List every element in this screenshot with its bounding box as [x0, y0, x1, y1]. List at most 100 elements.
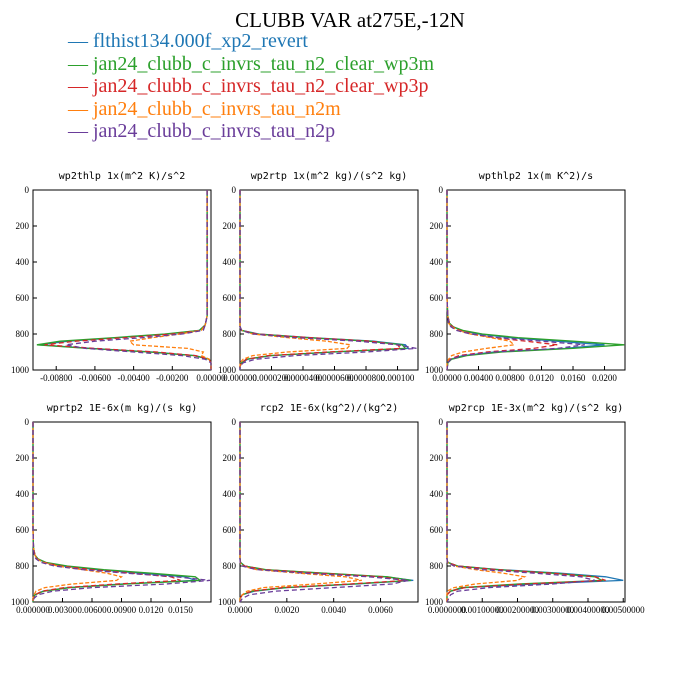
series-line-5	[239, 190, 417, 370]
x-tick-label: 0.00300000	[531, 605, 574, 615]
y-tick-label: 200	[430, 221, 444, 231]
y-tick-label: 400	[430, 489, 444, 499]
series-line-1	[38, 190, 212, 370]
series-line-5	[446, 422, 596, 603]
series-line-3	[239, 422, 407, 602]
x-tick-label: 0.0060	[368, 605, 393, 615]
x-tick-label: 0.000000	[16, 605, 50, 615]
y-tick-label: 600	[16, 525, 30, 535]
y-tick-label: 1000	[11, 365, 30, 375]
y-tick-label: 800	[430, 329, 444, 339]
series-line-3	[44, 190, 212, 370]
panel-frame	[32, 189, 212, 371]
y-tick-label: 0	[439, 185, 444, 195]
y-tick-label: 1000	[218, 597, 237, 607]
x-tick-label: -0.00800	[40, 373, 73, 383]
panel-title-6: wp2rcp 1E-3x(m^2 kg)/(s^2 kg)	[449, 403, 624, 414]
x-tick-label: 0.0000200	[252, 373, 291, 383]
legend: — flthist134.000f_xp2_revert — jan24_clu…	[68, 30, 434, 143]
y-tick-label: 600	[430, 293, 444, 303]
y-tick-label: 0	[232, 185, 237, 195]
x-tick-label: 0.00400	[464, 373, 494, 383]
x-tick-label: 0.0000600	[315, 373, 354, 383]
legend-line-5: —	[68, 120, 93, 142]
legend-line-3: —	[68, 75, 93, 97]
panel-6: wp2rcp 1E-3x(m^2 kg)/(s^2 kg) 0 200 400 600 8…	[425, 403, 645, 615]
legend-entry-5: — jan24_clubb_c_invrs_tau_n2p	[68, 120, 434, 143]
x-tick-label: 0.0000800	[347, 373, 386, 383]
series-line-4	[32, 422, 124, 602]
y-tick-label: 600	[16, 293, 30, 303]
x-tick-label: 0.000000	[223, 373, 257, 383]
y-tick-label: 600	[430, 525, 444, 535]
series-line-5	[65, 190, 212, 370]
series-line-3	[239, 190, 403, 370]
y-tick-label: 0	[439, 417, 444, 427]
legend-label-1: flthist134.000f_xp2_revert	[93, 30, 308, 52]
series-line-5	[239, 422, 409, 603]
panel-title-1: wp2thlp 1x(m^2 K)/s^2	[59, 171, 185, 182]
y-tick-label: 1000	[425, 597, 444, 607]
panel-2: wp2rtp 1x(m^2 kg)/(s^2 kg) 0 200 400 600 800 1…	[218, 171, 419, 383]
y-tick-label: 1000	[11, 597, 30, 607]
series-line-4	[446, 422, 527, 602]
x-tick-label: 0.0000000	[428, 605, 467, 615]
x-tick-label: 0.0020	[274, 605, 299, 615]
panel-title-4: wprtp2 1E-6x(m kg)/(s kg)	[47, 403, 198, 414]
y-tick-label: 200	[430, 453, 444, 463]
x-tick-label: 0.0040	[321, 605, 346, 615]
x-tick-label: 0.00500000	[602, 605, 645, 615]
legend-label-4: jan24_clubb_c_invrs_tau_n2m	[93, 97, 341, 120]
y-tick-label: 400	[223, 489, 237, 499]
x-tick-label: 0.0000	[228, 605, 253, 615]
panel-5: rcp2 1E-6x(kg^2)/(kg^2) 0 200 400 600 800 1000…	[218, 403, 419, 615]
series-line-4	[128, 190, 212, 370]
legend-entry-4: — jan24_clubb_c_invrs_tau_n2m	[68, 98, 434, 121]
y-tick-label: 800	[223, 329, 237, 339]
y-tick-label: 400	[16, 489, 30, 499]
series-line-1	[446, 422, 624, 602]
panel-title-5: rcp2 1E-6x(kg^2)/(kg^2)	[260, 403, 398, 414]
y-tick-label: 400	[223, 257, 237, 267]
y-tick-label: 0	[232, 417, 237, 427]
x-tick-label: 0.00300	[48, 605, 78, 615]
y-tick-label: 0	[25, 185, 30, 195]
x-tick-label: 0.00600	[77, 605, 107, 615]
legend-line-4: —	[68, 97, 93, 120]
x-tick-label: 0.00200000	[496, 605, 539, 615]
x-tick-label: 0.00000	[432, 373, 462, 383]
legend-entry-2: — jan24_clubb_c_invrs_tau_n2_clear_wp3m	[68, 53, 434, 76]
x-tick-label: 0.0000400	[284, 373, 323, 383]
y-tick-label: 400	[430, 257, 444, 267]
x-tick-label: 0.00100000	[461, 605, 504, 615]
x-tick-label: -0.00600	[79, 373, 112, 383]
panel-frame	[32, 421, 212, 603]
y-tick-label: 1000	[218, 365, 237, 375]
panel-3: wpthlp2 1x(m K^2)/s020040060080010000.00…	[425, 171, 626, 383]
x-tick-label: 0.0120	[529, 373, 554, 383]
legend-entry-3: — jan24_clubb_c_invrs_tau_n2_clear_wp3p	[68, 75, 434, 98]
series-line-4	[239, 190, 352, 370]
legend-entry-1: — flthist134.000f_xp2_revert	[68, 30, 434, 53]
x-tick-label: -0.00200	[156, 373, 189, 383]
legend-label-5: jan24_clubb_c_invrs_tau_n2p	[93, 120, 336, 142]
legend-line-2: —	[68, 52, 93, 75]
series-line-5	[446, 190, 585, 371]
y-tick-label: 200	[16, 221, 30, 231]
x-tick-label: 0.00800	[495, 373, 525, 383]
x-tick-label: 0.0120	[139, 605, 164, 615]
x-tick-label: 0.0200	[592, 373, 617, 383]
series-line-1	[446, 190, 605, 371]
legend-line-1: —	[68, 30, 93, 52]
y-tick-label: 800	[16, 561, 30, 571]
x-tick-label: 0.0150	[168, 605, 193, 615]
panel-title-2: wp2rtp 1x(m^2 kg)/(s^2 kg)	[251, 171, 408, 182]
x-tick-label: 0.00000	[196, 373, 226, 383]
y-tick-label: 1000	[425, 365, 444, 375]
x-tick-label: 0.00900	[107, 605, 137, 615]
y-tick-label: 800	[16, 329, 30, 339]
panel-4: wprtp2 1E-6x(m kg)/(s kg) 0 200 400 600 800 10…	[11, 403, 212, 615]
legend-label-3: jan24_clubb_c_invrs_tau_n2_clear_wp3p	[93, 75, 429, 97]
y-tick-label: 0	[25, 417, 30, 427]
